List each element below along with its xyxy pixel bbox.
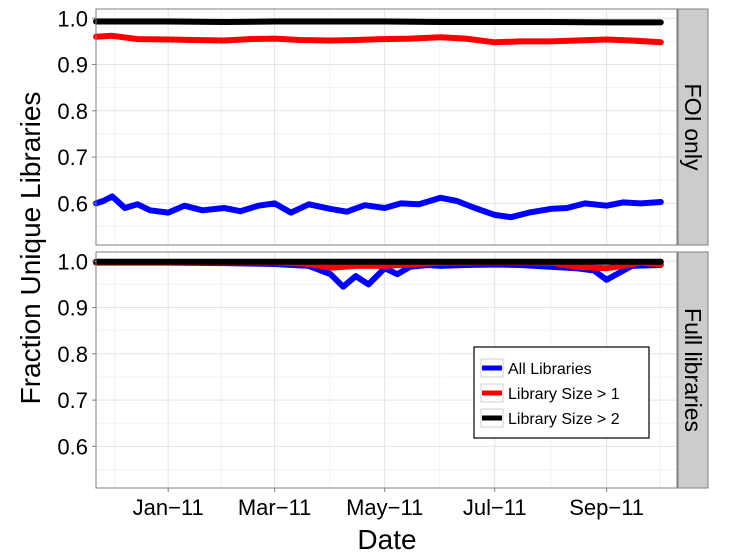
legend-label: Library Size > 2	[508, 411, 620, 428]
y-tick-label: 0.7	[57, 388, 88, 413]
legend-entry: Library Size > 1	[480, 383, 620, 403]
strip-background	[677, 8, 709, 246]
strip-background	[677, 251, 709, 489]
legend-label: All Libraries	[508, 361, 592, 378]
series-line	[93, 32, 664, 46]
x-tick-label: Jan−11	[133, 495, 204, 520]
strip-label: FOI only	[680, 84, 706, 171]
y-tick-label: 1.0	[57, 6, 88, 31]
x-axis-title: Date	[357, 524, 416, 554]
panel-border	[95, 8, 678, 246]
series-line	[93, 18, 664, 26]
y-tick-label: 0.9	[57, 296, 88, 321]
legend: All Libraries Library Size > 1 Library Siz…	[473, 346, 650, 439]
x-tick-label: Sep−11	[569, 495, 644, 520]
legend-entry: All Libraries	[480, 358, 592, 378]
y-tick-label: 0.6	[57, 434, 88, 459]
x-tick-label: May−11	[346, 495, 423, 520]
x-axis: Jan−11 Mar−11 May−11 Jul−11 Sep−11	[133, 488, 644, 520]
x-tick-label: Jul−11	[463, 495, 527, 520]
y-tick-label: 0.9	[57, 53, 88, 78]
legend-label: Library Size > 1	[508, 386, 620, 403]
panel-1: 0.6 0.7 0.8 0.9 1.0 FOI only	[57, 6, 709, 246]
series-line	[93, 193, 664, 221]
x-tick-label: Mar−11	[238, 495, 312, 520]
y-axis-title: Fraction Unique Libraries	[15, 92, 46, 405]
y-tick-label: 0.8	[57, 99, 88, 124]
y-tick-label: 0.6	[57, 191, 88, 216]
strip-label: Full libraries	[680, 308, 706, 432]
y-tick-label: 1.0	[57, 249, 88, 274]
y-tick-label: 0.7	[57, 145, 88, 170]
y-tick-label: 0.8	[57, 342, 88, 367]
legend-entry: Library Size > 2	[480, 408, 620, 428]
panel-border	[95, 251, 678, 489]
